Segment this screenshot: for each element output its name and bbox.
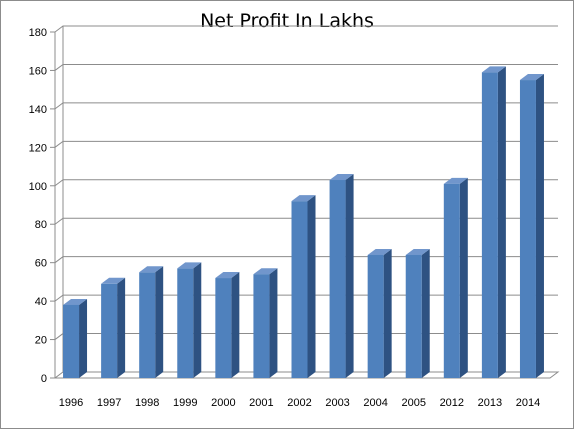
bar xyxy=(101,277,126,378)
x-tick-label: 1997 xyxy=(97,397,121,409)
bar-top xyxy=(253,268,278,275)
bar-side xyxy=(535,74,544,379)
gridline xyxy=(54,294,558,302)
y-tick-label: 180 xyxy=(29,27,47,39)
bar-front xyxy=(367,254,384,378)
x-tick-label: 2001 xyxy=(249,397,273,409)
bar xyxy=(367,248,392,378)
bar-top xyxy=(519,74,544,81)
x-tick-label: 1996 xyxy=(59,397,83,409)
bar xyxy=(405,248,430,378)
bar xyxy=(215,272,240,378)
bar xyxy=(443,177,468,378)
bar-side xyxy=(269,268,278,378)
gridline xyxy=(54,102,558,110)
bar-top xyxy=(329,174,354,181)
x-tick-label: 1999 xyxy=(173,397,197,409)
gridline xyxy=(54,25,558,33)
bar-front xyxy=(443,183,460,378)
bar-front xyxy=(139,272,156,378)
bar-top xyxy=(367,248,392,255)
bar-side xyxy=(345,174,354,378)
bar-side xyxy=(117,277,126,378)
bar-side xyxy=(383,248,392,378)
bar-side xyxy=(79,298,88,378)
y-tick-label: 60 xyxy=(35,258,47,270)
bar-front xyxy=(291,201,308,378)
bar-front xyxy=(101,283,118,378)
bar-side xyxy=(307,195,316,378)
bar-top xyxy=(405,248,430,255)
bar xyxy=(177,262,202,378)
chart-floor xyxy=(53,371,560,379)
gridline xyxy=(54,179,558,187)
y-tick-label: 80 xyxy=(35,219,47,231)
gridline xyxy=(54,333,558,340)
bar-side xyxy=(421,248,430,378)
x-tick-label: 2004 xyxy=(363,397,387,409)
bar-side xyxy=(459,177,468,378)
y-tick-label: 160 xyxy=(29,65,47,77)
bar xyxy=(519,74,544,379)
x-tick-label: 2013 xyxy=(478,397,502,409)
bar-front xyxy=(253,274,270,378)
bar-top xyxy=(63,298,88,305)
bar xyxy=(139,266,164,378)
gridlines xyxy=(53,25,560,379)
bar-side xyxy=(497,66,506,378)
bar-top xyxy=(101,277,126,284)
bar xyxy=(481,66,506,378)
x-tick-label: 2003 xyxy=(325,397,349,409)
x-tick-label: 2012 xyxy=(440,397,464,409)
bar-front xyxy=(63,304,80,378)
gridline xyxy=(54,63,558,71)
bar-top xyxy=(215,272,240,279)
gridline xyxy=(54,256,558,264)
bar-side xyxy=(193,262,202,378)
bar-top xyxy=(139,266,164,273)
x-tick-label: 2000 xyxy=(211,397,235,409)
bar-top xyxy=(291,195,316,202)
bar-front xyxy=(177,268,194,378)
bar-side xyxy=(155,266,164,378)
x-tick-label: 2002 xyxy=(287,397,311,409)
bar-top xyxy=(177,262,202,269)
y-axis-ticks: 0 20 40 60 80 100 120 140 160 180 xyxy=(29,27,56,385)
bar xyxy=(63,298,88,378)
bar-front xyxy=(215,278,232,378)
bar xyxy=(291,195,316,378)
bar-front xyxy=(329,180,346,378)
bar xyxy=(253,268,278,378)
y-tick-label: 20 xyxy=(35,335,47,347)
y-tick-label: 0 xyxy=(41,373,47,385)
bar-front xyxy=(405,254,422,378)
gridline xyxy=(54,217,558,225)
bar-top xyxy=(443,177,468,184)
x-tick-label: 2005 xyxy=(401,397,425,409)
bar-side xyxy=(231,272,240,378)
x-tick-label: 1998 xyxy=(135,397,159,409)
gridline xyxy=(54,140,558,148)
y-tick-label: 140 xyxy=(29,104,47,116)
y-tick-label: 100 xyxy=(29,181,47,193)
y-tick-label: 40 xyxy=(35,296,47,308)
x-tick-label: 2014 xyxy=(516,397,540,409)
bar-front xyxy=(481,72,498,378)
y-tick-label: 120 xyxy=(29,142,47,154)
bar-top xyxy=(481,66,506,73)
bars xyxy=(63,66,544,379)
bar-front xyxy=(519,80,536,379)
bar xyxy=(329,174,354,378)
x-axis-ticks: 1996 1997 1998 1999 2000 2001 2002 2003 2004 2005… xyxy=(59,397,540,409)
